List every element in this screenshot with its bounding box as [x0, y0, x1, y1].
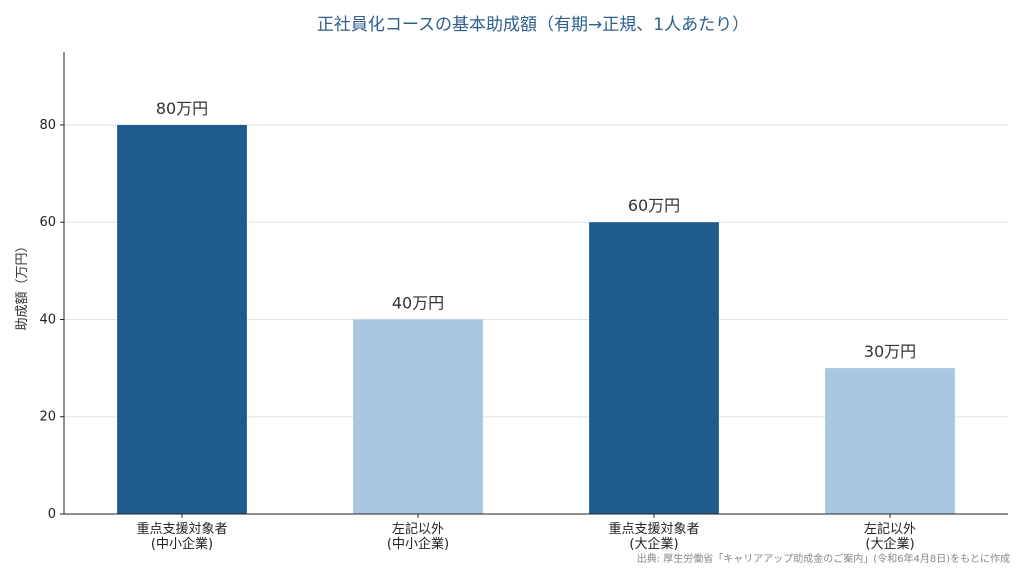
source-note: 出典: 厚生労働省「キャリアアップ助成金のご案内」(令和6年4月8日)をもとに作… [637, 552, 1010, 565]
y-ticks: 0 20 40 60 80 [39, 118, 64, 522]
x-tick-label: 重点支援対象者 [608, 521, 699, 537]
data-label: 80万円 [156, 99, 208, 118]
bar [825, 368, 955, 514]
data-label: 30万円 [864, 342, 916, 361]
chart-title: 正社員化コースの基本助成額（有期→正規、1人あたり） [317, 15, 749, 35]
y-tick-label: 0 [48, 507, 56, 522]
x-tick-label: (中小企業) [387, 536, 449, 552]
x-tick-label: (大企業) [865, 536, 914, 552]
x-tick-label: 左記以外 [864, 521, 916, 537]
x-tick-label: (中小企業) [151, 536, 213, 552]
bar [353, 319, 483, 514]
x-tick-label: 左記以外 [392, 521, 444, 537]
y-tick-label: 40 [39, 312, 56, 327]
y-tick-label: 60 [39, 215, 56, 230]
x-tick-label: (大企業) [629, 536, 678, 552]
x-categories: 重点支援対象者(中小企業)左記以外(中小企業)重点支援対象者(大企業)左記以外(… [136, 514, 916, 552]
bar [589, 222, 719, 515]
y-tick-label: 20 [39, 410, 56, 425]
y-tick-label: 80 [39, 118, 56, 133]
bars: 80万円 40万円 60万円 30万円 [117, 99, 955, 515]
bar [117, 124, 247, 515]
data-label: 60万円 [628, 196, 680, 215]
x-tick-label: 重点支援対象者 [136, 521, 227, 537]
y-axis-label: 助成額（万円） [15, 239, 30, 330]
data-label: 40万円 [392, 293, 444, 312]
